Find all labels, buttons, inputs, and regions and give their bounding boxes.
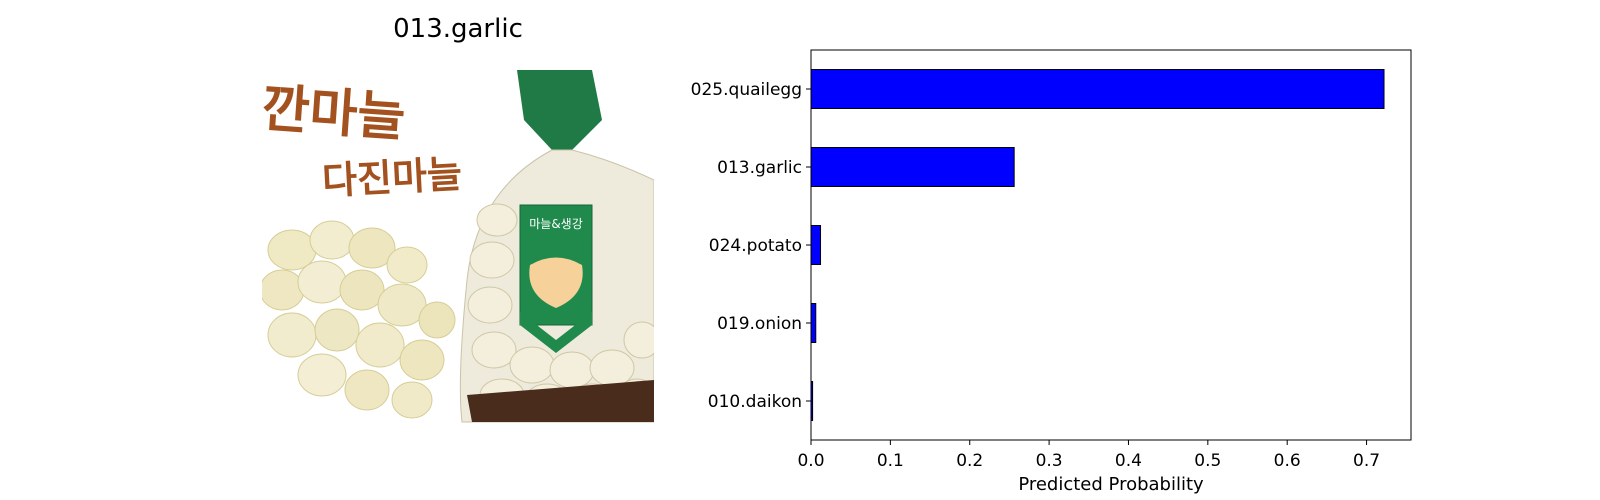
garlic-bag: 마늘&생강 bbox=[459, 70, 654, 423]
garlic-product-photo: 깐마늘 다진마늘 bbox=[262, 50, 654, 442]
y-tick-label: 010.daikon bbox=[708, 392, 802, 412]
image-title: 013.garlic bbox=[393, 14, 523, 44]
bag-label-text: 마늘&생강 bbox=[529, 217, 583, 231]
x-tick-label: 0.1 bbox=[877, 451, 904, 471]
x-axis-label: Predicted Probability bbox=[1018, 474, 1204, 495]
photo-text-minced-garlic: 다진마늘 bbox=[321, 152, 463, 203]
x-tick-label: 0.5 bbox=[1194, 451, 1221, 471]
bar-024.potato bbox=[810, 225, 822, 265]
x-tick-label: 0.0 bbox=[797, 451, 824, 471]
x-tick-label: 0.4 bbox=[1115, 451, 1142, 471]
x-tick-label: 0.3 bbox=[1036, 451, 1063, 471]
bar-019.onion bbox=[810, 303, 817, 343]
bar-013.garlic bbox=[810, 147, 1015, 187]
y-tick-label: 024.potato bbox=[709, 236, 802, 256]
y-tick-label: 013.garlic bbox=[717, 158, 802, 178]
x-tick-label: 0.2 bbox=[956, 451, 983, 471]
y-tick-label: 025.quailegg bbox=[691, 80, 802, 100]
bar-025.quailegg bbox=[810, 69, 1385, 109]
loose-garlic-cloves bbox=[262, 220, 456, 419]
y-tick-label: 019.onion bbox=[717, 314, 802, 334]
photo-text-peeled-garlic: 깐마늘 bbox=[262, 79, 407, 149]
x-tick-label: 0.6 bbox=[1274, 451, 1301, 471]
x-tick-label: 0.7 bbox=[1353, 451, 1380, 471]
